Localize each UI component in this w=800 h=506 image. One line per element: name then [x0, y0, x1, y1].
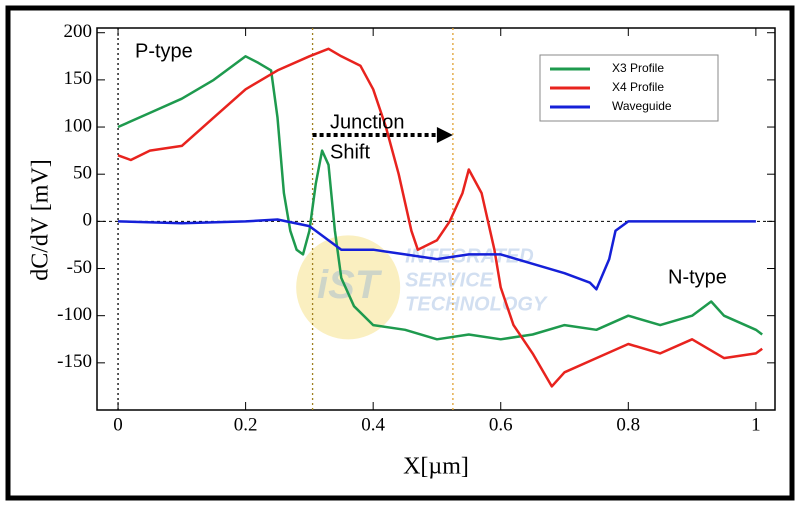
legend-label: X4 Profile	[612, 80, 664, 94]
watermark-text: iST	[317, 263, 383, 307]
annotation: N-type	[668, 266, 727, 288]
junction-arrowhead	[436, 127, 453, 143]
y-tick-label: 0	[83, 210, 93, 231]
y-tick-label: 150	[64, 68, 93, 89]
annotation: Shift	[330, 141, 370, 163]
x-tick-label: 0.2	[234, 414, 258, 435]
y-tick-label: 50	[73, 163, 92, 184]
x-tick-label: 0.4	[361, 414, 385, 435]
annotation: Junction	[330, 111, 405, 133]
legend-label: Waveguide	[612, 99, 672, 113]
watermark-logo	[296, 235, 401, 340]
series-line	[117, 47, 763, 388]
y-tick-label: 100	[64, 115, 93, 136]
outer-border	[5, 5, 795, 501]
x-tick-label: 0.6	[489, 414, 513, 435]
y-tick-label: -50	[67, 257, 92, 278]
series-line	[117, 218, 756, 291]
y-tick-label: -100	[57, 304, 92, 325]
watermark-text: INTEGRATED	[405, 246, 534, 268]
y-tick-label: 200	[64, 21, 93, 42]
x-axis-label: X[µm]	[403, 454, 469, 480]
x-tick-label: 0	[113, 414, 123, 435]
legend-label: X3 Profile	[612, 61, 664, 75]
x-tick-label: 0.8	[616, 414, 640, 435]
watermark-text: SERVICE	[405, 270, 493, 292]
annotation: P-type	[135, 40, 193, 62]
series-line	[117, 55, 763, 341]
x-tick-label: 1	[751, 414, 761, 435]
watermark-text: TECHNOLOGY	[405, 294, 548, 316]
plot-frame	[96, 27, 776, 411]
y-axis-label: dC/dV [mV]	[28, 159, 54, 281]
y-tick-label: -150	[57, 351, 92, 372]
